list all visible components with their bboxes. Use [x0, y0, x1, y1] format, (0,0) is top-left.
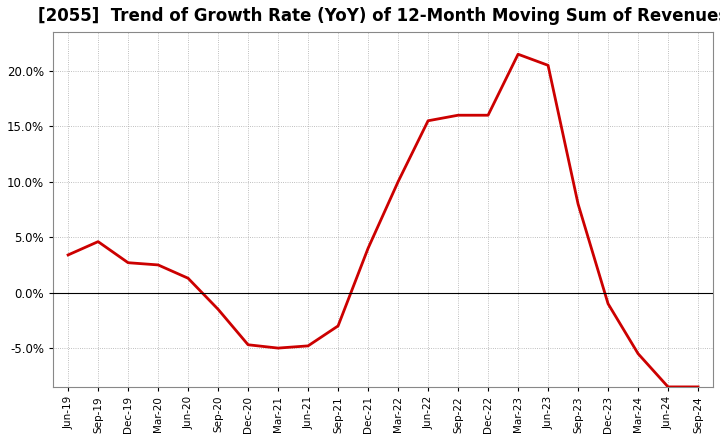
Title: [2055]  Trend of Growth Rate (YoY) of 12-Month Moving Sum of Revenues: [2055] Trend of Growth Rate (YoY) of 12-…: [38, 7, 720, 25]
